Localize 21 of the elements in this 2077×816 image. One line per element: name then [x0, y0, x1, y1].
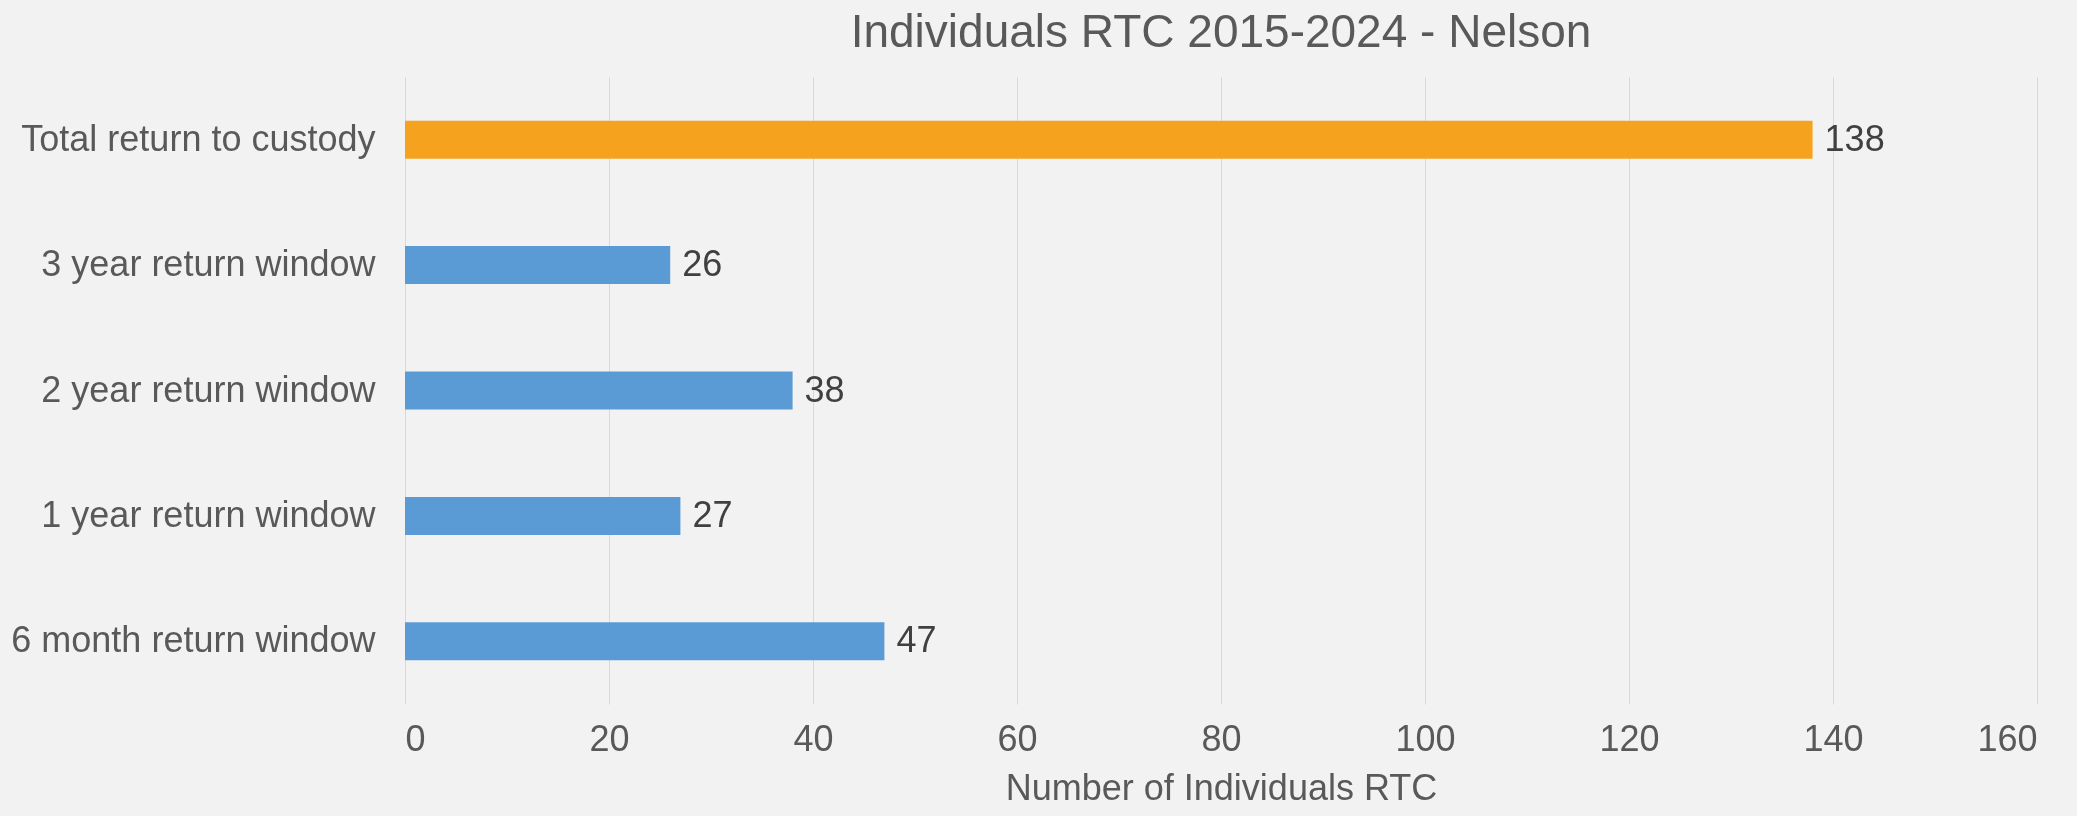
- x-tick-label: 40: [793, 717, 834, 759]
- x-tick-label: 160: [1977, 717, 2038, 759]
- x-tick-label: 120: [1599, 717, 1660, 759]
- y-tick-label: 6 month return window: [11, 619, 377, 661]
- x-tick-label: 20: [589, 717, 630, 759]
- x-tick-label: 60: [997, 717, 1038, 759]
- y-tick-label: 1 year return window: [41, 493, 377, 535]
- chart-title: Individuals RTC 2015-2024 - Nelson: [850, 5, 1592, 57]
- x-tick-label: 0: [405, 717, 426, 759]
- x-tick-label: 140: [1803, 717, 1864, 759]
- x-tick-label: 80: [1201, 717, 1242, 759]
- y-tick-label: 2 year return window: [41, 368, 377, 410]
- data-label: 138: [1824, 117, 1885, 159]
- x-axis-title: Number of Individuals RTC: [1005, 766, 1438, 808]
- data-label: 47: [896, 619, 937, 661]
- data-label: 26: [682, 243, 723, 285]
- data-label: 27: [692, 493, 733, 535]
- x-tick-label: 100: [1395, 717, 1456, 759]
- y-tick-label: Total return to custody: [21, 117, 376, 159]
- y-tick-label: 3 year return window: [41, 243, 377, 285]
- data-label: 38: [804, 368, 845, 410]
